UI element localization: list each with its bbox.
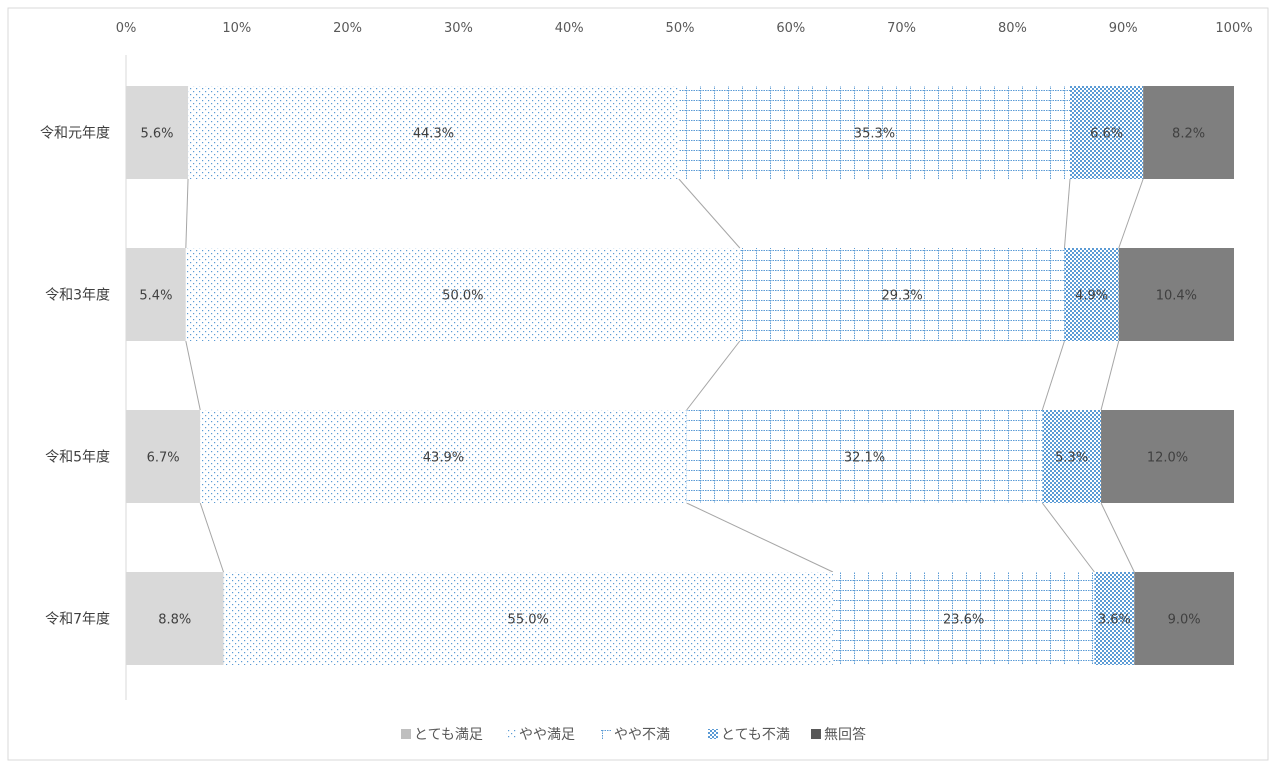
legend-label: とても不満	[721, 727, 790, 743]
x-tick-label: 60%	[776, 21, 805, 36]
series-line	[686, 340, 741, 411]
series-line	[686, 502, 834, 573]
bar-segment	[200, 410, 687, 503]
series-line	[1041, 502, 1095, 573]
data-label: 55.0%	[508, 613, 549, 628]
data-label: 32.1%	[844, 451, 885, 466]
x-tick-label: 20%	[333, 21, 362, 36]
series-line	[185, 340, 201, 411]
bar-segment	[1118, 248, 1234, 341]
bar-segment	[185, 248, 740, 341]
x-tick-label: 100%	[1215, 21, 1252, 36]
bar-segment	[1143, 86, 1234, 179]
series-line	[1100, 502, 1135, 573]
bar-segment	[832, 572, 1095, 665]
bar-segment	[223, 572, 833, 665]
data-label: 43.9%	[423, 451, 464, 466]
data-label: 23.6%	[943, 613, 984, 628]
bar-segment	[126, 572, 224, 665]
series-line	[1063, 178, 1071, 249]
legend-swatch	[811, 729, 821, 739]
series-line	[185, 178, 189, 249]
data-label: 9.0%	[1168, 613, 1201, 628]
series-line	[678, 178, 741, 249]
data-label: 6.6%	[1090, 127, 1123, 142]
data-label: 6.7%	[147, 451, 180, 466]
x-tick-label: 80%	[998, 21, 1027, 36]
bar-segment	[1042, 410, 1102, 503]
data-label: 10.4%	[1156, 289, 1197, 304]
data-label: 12.0%	[1147, 451, 1188, 466]
bar-segment	[126, 248, 186, 341]
x-tick-label: 70%	[887, 21, 916, 36]
bar-segment	[1070, 86, 1144, 179]
legend-label: とても満足	[414, 727, 483, 743]
series-line	[199, 502, 224, 573]
legend-swatch	[401, 729, 411, 739]
bar-segment	[1101, 410, 1234, 503]
data-label: 29.3%	[881, 289, 922, 304]
data-label: 8.8%	[158, 613, 191, 628]
bar-segment	[126, 86, 189, 179]
data-label: 8.2%	[1172, 127, 1205, 142]
series-line	[1118, 178, 1144, 249]
bar-segment	[1064, 248, 1119, 341]
legend-label: 無回答	[824, 726, 866, 743]
category-label: 令和7年度	[45, 612, 110, 628]
category-label: 令和5年度	[45, 450, 110, 466]
category-label: 令和元年度	[40, 126, 110, 142]
x-tick-label: 40%	[555, 21, 584, 36]
legend-swatch	[506, 729, 516, 739]
data-label: 5.3%	[1055, 451, 1088, 466]
legend-label: やや不満	[614, 727, 670, 743]
data-label: 44.3%	[413, 127, 454, 142]
bar-segment	[686, 410, 1043, 503]
x-tick-label: 50%	[666, 21, 695, 36]
bar-segment	[188, 86, 679, 179]
bar-segment	[126, 410, 201, 503]
series-line	[1041, 340, 1065, 411]
x-tick-label: 30%	[444, 21, 473, 36]
series-line	[1100, 340, 1120, 411]
bar-segment	[678, 86, 1071, 179]
data-label: 50.0%	[442, 289, 483, 304]
x-tick-label: 0%	[116, 21, 137, 36]
bar-segment	[1134, 572, 1234, 665]
data-label: 4.9%	[1075, 289, 1108, 304]
x-tick-label: 10%	[222, 21, 251, 36]
legend-swatch	[708, 729, 718, 739]
data-label: 5.6%	[141, 127, 174, 142]
data-label: 5.4%	[139, 289, 172, 304]
category-label: 令和3年度	[45, 288, 110, 304]
chart-border	[7, 7, 1269, 761]
bar-segment	[1094, 572, 1135, 665]
bar-segment	[739, 248, 1065, 341]
x-tick-label: 90%	[1109, 21, 1138, 36]
legend-swatch	[601, 729, 611, 739]
data-label: 3.6%	[1098, 613, 1131, 628]
data-label: 35.3%	[854, 127, 895, 142]
legend-label: やや満足	[519, 727, 575, 743]
